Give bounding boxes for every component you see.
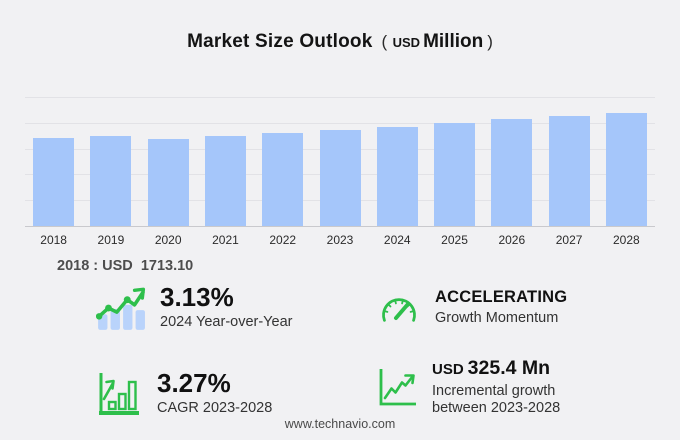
yoy-label: 2024 Year-over-Year xyxy=(160,314,293,331)
page-title: Market Size Outlook ( USD Million) xyxy=(0,31,680,53)
gridline-2500 xyxy=(25,97,655,99)
bar-2022 xyxy=(262,132,304,226)
incremental-value-currency: USD xyxy=(432,361,464,378)
x-axis-labels: 2018 2019 2020 2021 2022 2023 2024 2025 2026 2027… xyxy=(25,233,655,249)
cagr-bar-chart-icon xyxy=(98,372,140,416)
stat-growth-momentum: ACCELERATING Growth Momentum xyxy=(376,288,567,328)
bar-chart-trend-icon xyxy=(96,285,146,331)
x-axis-line xyxy=(25,226,655,227)
line-growth-icon xyxy=(378,367,418,407)
bar-2021 xyxy=(204,135,246,226)
x-tick-2019: 2019 xyxy=(97,233,125,247)
incremental-label: Incremental growth between 2023-2028 xyxy=(432,383,561,417)
bar-2019 xyxy=(90,135,132,226)
bar-2020 xyxy=(147,138,189,226)
cagr-label: CAGR 2023-2028 xyxy=(157,400,273,417)
x-tick-2025: 2025 xyxy=(441,233,468,247)
stat-incremental-growth: USD 325.4 Mn Incremental growth between 2… xyxy=(378,357,604,417)
title-unit-close: ) xyxy=(487,32,493,51)
website-link: www.technavio.com xyxy=(284,417,396,431)
x-tick-2018: 2018 xyxy=(40,233,67,247)
bar-2018 xyxy=(33,137,75,226)
title-unit-open: ( xyxy=(381,32,388,51)
bar-2026 xyxy=(491,119,533,226)
x-tick-2020: 2020 xyxy=(154,233,182,247)
x-tick-2024: 2024 xyxy=(383,233,411,247)
incremental-value-line: USD 325.4 Mn xyxy=(432,357,604,380)
bar-2025 xyxy=(434,122,476,226)
momentum-value: ACCELERATING xyxy=(435,288,568,307)
x-tick-2026: 2026 xyxy=(498,233,526,247)
bar-2027 xyxy=(548,116,590,226)
base-year-annotation: 2018 : USD 1713.10 xyxy=(57,258,194,274)
bar-2024 xyxy=(376,126,418,226)
gauge-icon xyxy=(376,288,422,328)
bar-2028 xyxy=(605,112,647,226)
title-unit-currency: USD xyxy=(392,35,421,50)
stat-yoy-growth: 3.13% 2024 Year-over-Year xyxy=(96,282,293,331)
x-tick-2028: 2028 xyxy=(613,233,640,247)
yoy-value: 3.13% xyxy=(160,282,234,312)
bar-chart-plot-area xyxy=(25,93,655,227)
x-tick-2023: 2023 xyxy=(326,233,354,247)
x-tick-2027: 2027 xyxy=(555,233,583,247)
title-text: Market Size Outlook xyxy=(187,31,373,52)
incremental-value: 325.4 Mn xyxy=(467,357,551,379)
gridline-2000 xyxy=(25,122,655,124)
x-tick-2021: 2021 xyxy=(212,233,239,247)
momentum-label: Growth Momentum xyxy=(435,310,559,327)
title-unit-label: Million xyxy=(423,31,484,52)
x-tick-2022: 2022 xyxy=(269,233,297,247)
cagr-value: 3.27% xyxy=(157,368,231,398)
stat-cagr: 3.27% CAGR 2023-2028 xyxy=(98,368,273,417)
bar-2023 xyxy=(319,129,361,226)
